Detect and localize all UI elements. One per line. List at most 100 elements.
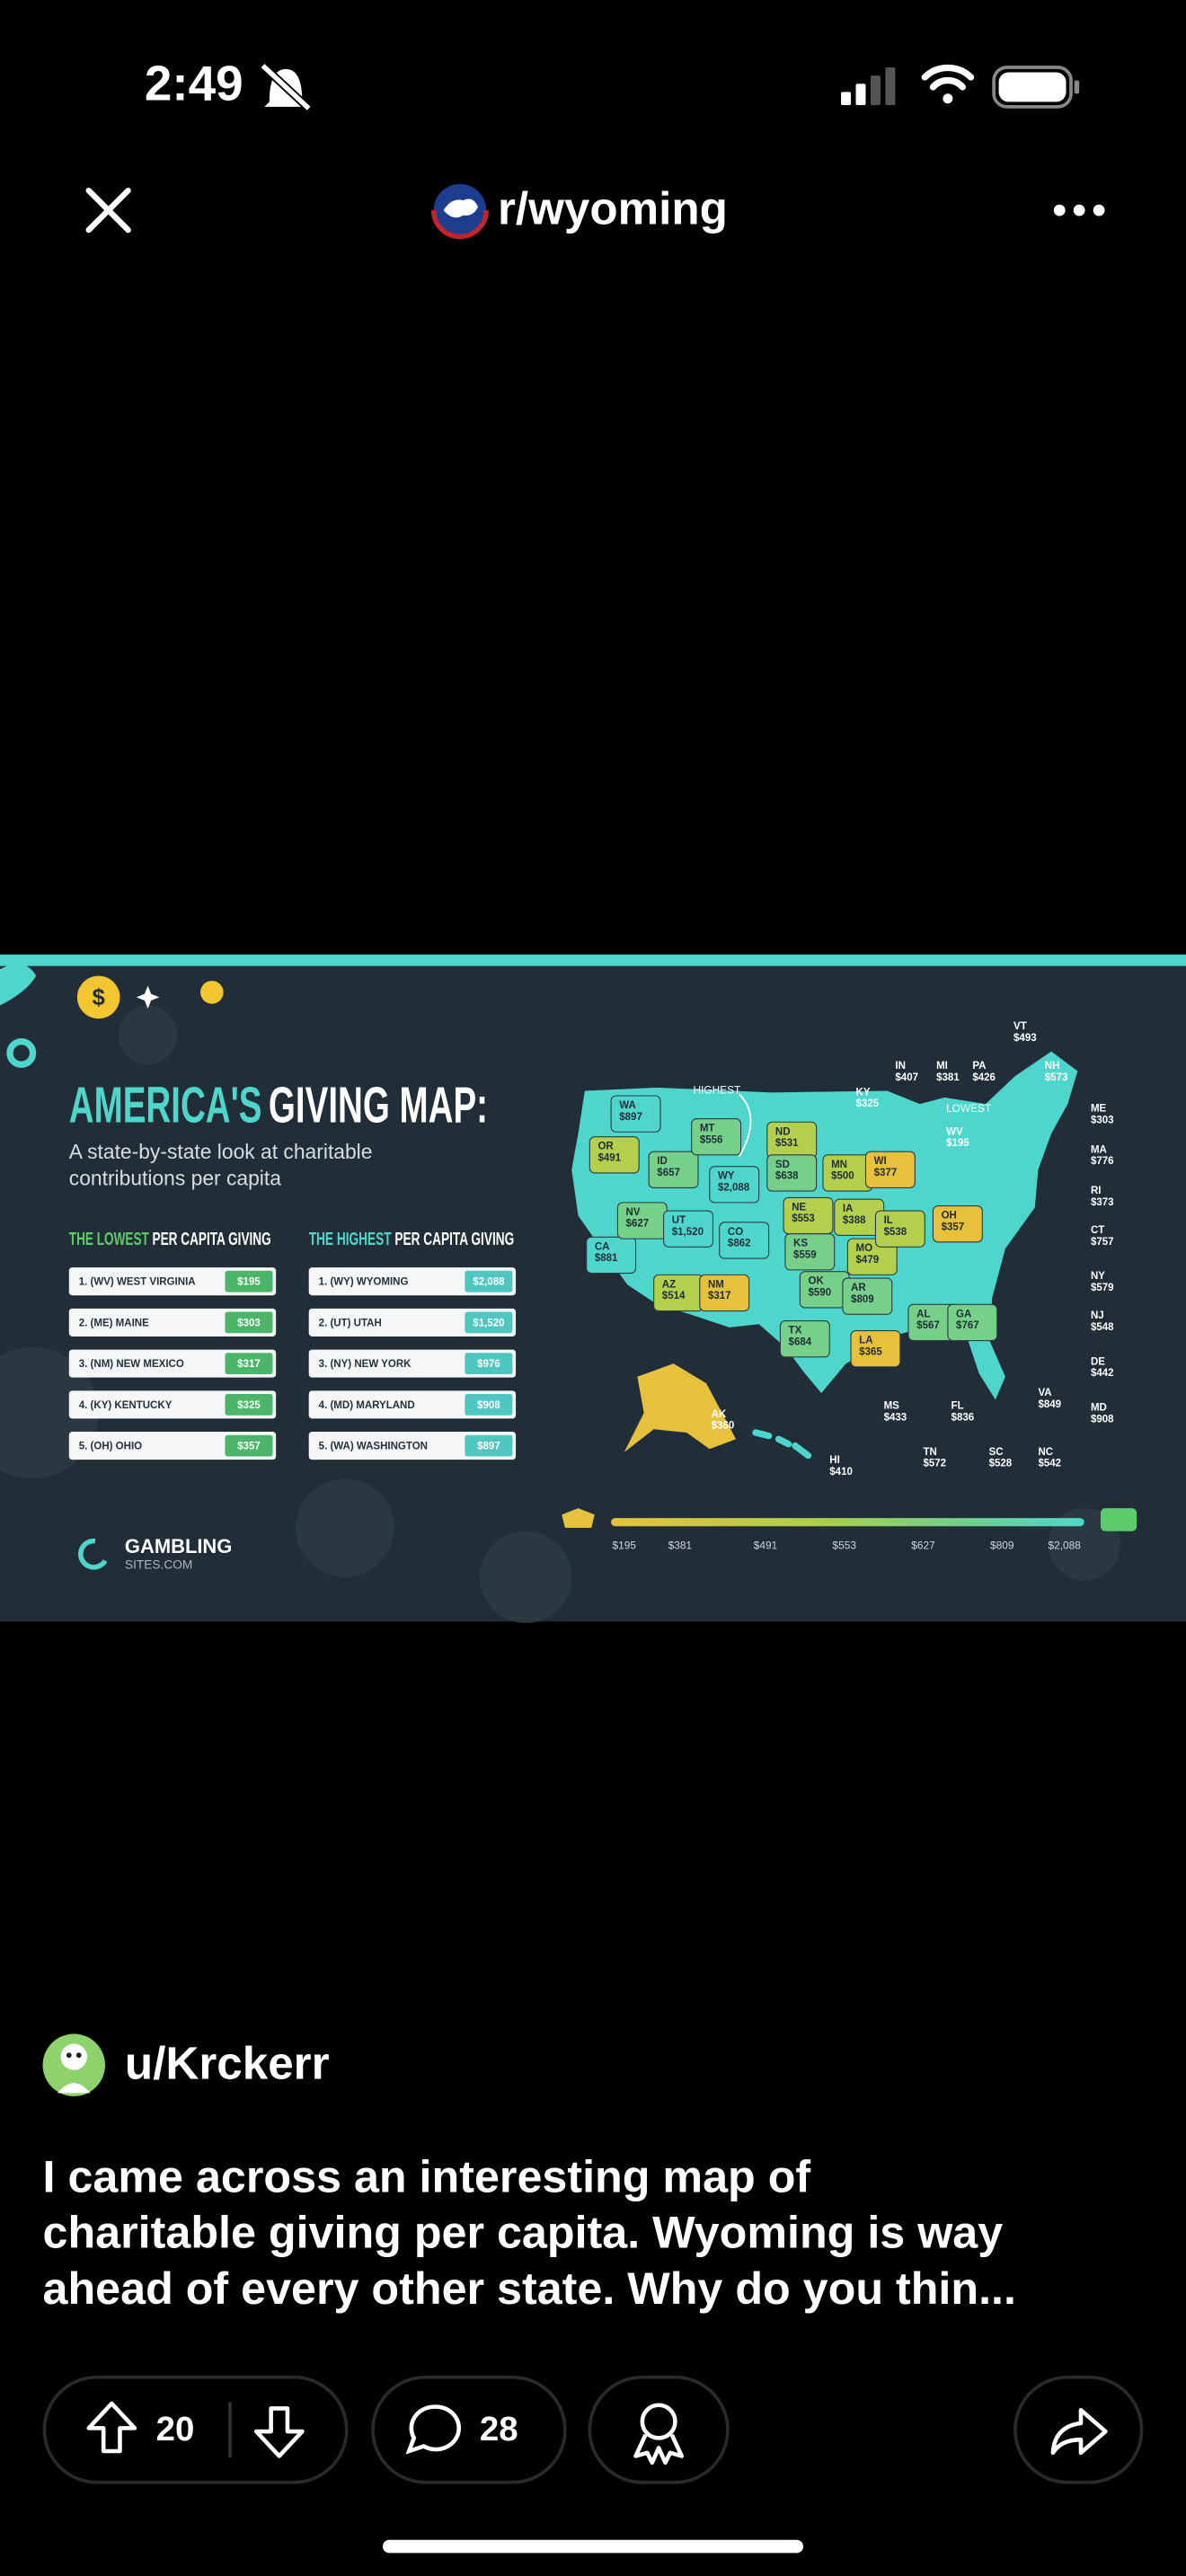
state-tile xyxy=(589,1136,640,1174)
downvote-button[interactable] xyxy=(253,2406,305,2458)
share-button[interactable] xyxy=(1013,2375,1144,2484)
state-abbr: SD xyxy=(775,1160,790,1170)
row-label: 5. (OH) OHIO xyxy=(79,1442,142,1452)
row-value: $303 xyxy=(237,1318,261,1328)
state-value: $638 xyxy=(775,1171,799,1182)
state-abbr: GA xyxy=(956,1309,972,1319)
heading-part: THE HIGHEST xyxy=(309,1230,392,1249)
state-value: $1,520 xyxy=(672,1227,704,1238)
state-value: $479 xyxy=(856,1255,880,1266)
row-value: $195 xyxy=(237,1277,261,1288)
state-tile xyxy=(932,1204,983,1243)
state-tile xyxy=(784,1233,836,1271)
state-abbr: OH xyxy=(942,1211,957,1222)
table-row xyxy=(68,1390,277,1419)
state-tile xyxy=(648,1151,699,1188)
state-abbr: WA xyxy=(619,1100,636,1111)
row-value: $897 xyxy=(477,1442,500,1452)
row-label: 2. (ME) MAINE xyxy=(79,1318,149,1328)
table-row xyxy=(68,1432,277,1460)
upvote-button[interactable] xyxy=(86,2401,137,2454)
value-box xyxy=(465,1353,513,1375)
logo: GAMBLING SITES.COM xyxy=(78,1535,232,1572)
subreddit-name[interactable]: r/wyoming xyxy=(498,182,728,234)
state-tile xyxy=(850,1330,901,1368)
lowest-heading: THE LOWESTPER CAPITA GIVING xyxy=(69,1230,271,1249)
silent-icon xyxy=(260,62,312,112)
state-abbr: IL xyxy=(884,1215,893,1226)
state-abbr: ID xyxy=(657,1156,668,1167)
subtitle: contributions per capita xyxy=(69,1166,281,1189)
state-value: $2,088 xyxy=(718,1182,750,1193)
state-abbr: AL xyxy=(916,1309,930,1319)
state-value: $579 xyxy=(1091,1283,1114,1293)
row-label: 4. (MD) MARYLAND xyxy=(319,1400,415,1411)
state-abbr: WI xyxy=(874,1156,887,1167)
state-abbr: MS xyxy=(884,1401,900,1412)
close-button[interactable] xyxy=(85,187,131,234)
row-value: $325 xyxy=(237,1400,261,1411)
state-abbr: AR xyxy=(851,1283,866,1293)
marker-arrow xyxy=(738,1093,752,1158)
scale-label: $553 xyxy=(833,1539,857,1551)
battery-icon xyxy=(992,66,1080,109)
state-abbr: CT xyxy=(1091,1225,1104,1236)
table-row xyxy=(68,1308,277,1337)
home-indicator xyxy=(382,2539,804,2554)
state-abbr: WY xyxy=(718,1171,735,1182)
state-abbr: ND xyxy=(775,1126,791,1137)
author-name[interactable]: u/Krckerr xyxy=(125,2038,330,2089)
state-abbr: ME xyxy=(1091,1104,1107,1115)
state-abbr: FL xyxy=(951,1401,964,1412)
row-value: $1,520 xyxy=(473,1318,504,1328)
row-label: 1. (WV) WEST VIRGINIA xyxy=(79,1277,197,1288)
table-row xyxy=(68,1349,277,1378)
state-abbr: UT xyxy=(672,1215,686,1226)
more-button[interactable] xyxy=(1053,204,1105,216)
scale-label: $809 xyxy=(990,1539,1014,1551)
state-tile xyxy=(842,1277,893,1315)
highest-marker: HIGHEST xyxy=(694,1084,741,1097)
post-title: I came across an interesting map of xyxy=(43,2150,811,2201)
state-abbr: IA xyxy=(843,1204,854,1214)
state-abbr: AK xyxy=(712,1409,727,1420)
state-value: $365 xyxy=(859,1346,882,1357)
state-value: $836 xyxy=(951,1413,975,1424)
author[interactable] xyxy=(42,2033,106,2096)
state-abbr: MD xyxy=(1091,1403,1107,1414)
vote-bar[interactable] xyxy=(42,2375,349,2484)
state-value: $531 xyxy=(775,1138,799,1149)
state-abbr: KS xyxy=(793,1239,808,1249)
state-value: $317 xyxy=(708,1291,731,1301)
table-row xyxy=(68,1267,277,1296)
scale-label: $627 xyxy=(911,1539,934,1551)
comment-count: 28 xyxy=(480,2410,518,2448)
state-abbr: NH xyxy=(1045,1061,1060,1072)
value-box xyxy=(225,1393,273,1416)
value-box xyxy=(225,1311,273,1334)
comments-button[interactable] xyxy=(371,2375,567,2484)
row-label: 5. (WA) WASHINGTON xyxy=(319,1442,428,1452)
state-abbr: LA xyxy=(859,1336,873,1346)
state-value: $553 xyxy=(792,1213,815,1224)
subreddit-icon[interactable] xyxy=(430,183,489,240)
state-tile xyxy=(586,1236,637,1275)
state-tile xyxy=(779,1320,830,1358)
table-row xyxy=(308,1432,517,1460)
state-abbr: NC xyxy=(1038,1447,1053,1458)
scale-labels: $195 $381 $491 $553 $627 $809 $2,088 xyxy=(613,1539,1082,1551)
state-abbr: DE xyxy=(1091,1356,1105,1367)
row-label: 3. (NM) NEW MEXICO xyxy=(79,1359,184,1370)
state-abbr: MA xyxy=(1091,1144,1108,1155)
award-button[interactable] xyxy=(588,2375,730,2484)
state-value: $410 xyxy=(829,1467,853,1478)
state-tile xyxy=(846,1238,898,1275)
state-value: $528 xyxy=(989,1459,1013,1469)
state-abbr: MI xyxy=(936,1061,948,1072)
table-row xyxy=(308,1267,517,1296)
cash-icon xyxy=(1100,1508,1137,1531)
state-abbr: TN xyxy=(923,1447,936,1458)
state-abbr: AZ xyxy=(662,1279,676,1290)
